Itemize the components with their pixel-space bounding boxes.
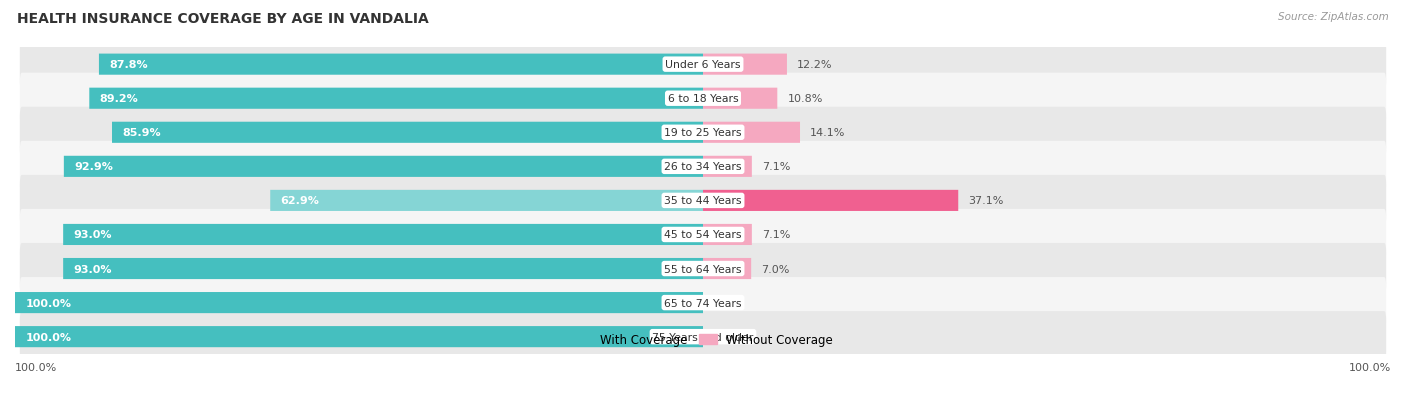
Text: 26 to 34 Years: 26 to 34 Years <box>664 162 742 172</box>
FancyBboxPatch shape <box>703 122 800 143</box>
FancyBboxPatch shape <box>20 74 1386 124</box>
Text: 35 to 44 Years: 35 to 44 Years <box>664 196 742 206</box>
Text: 12.2%: 12.2% <box>797 60 832 70</box>
Text: Under 6 Years: Under 6 Years <box>665 60 741 70</box>
Legend: With Coverage, Without Coverage: With Coverage, Without Coverage <box>568 329 838 351</box>
Text: 65 to 74 Years: 65 to 74 Years <box>664 298 742 308</box>
Text: 85.9%: 85.9% <box>122 128 160 138</box>
Text: 55 to 64 Years: 55 to 64 Years <box>664 264 742 274</box>
FancyBboxPatch shape <box>63 259 703 280</box>
Text: 45 to 54 Years: 45 to 54 Years <box>664 230 742 240</box>
Text: 100.0%: 100.0% <box>1348 363 1391 373</box>
Text: 6 to 18 Years: 6 to 18 Years <box>668 94 738 104</box>
FancyBboxPatch shape <box>98 55 703 76</box>
Text: 75 Years and older: 75 Years and older <box>652 332 754 342</box>
Text: 10.8%: 10.8% <box>787 94 823 104</box>
FancyBboxPatch shape <box>20 40 1386 90</box>
FancyBboxPatch shape <box>15 292 703 313</box>
Text: 7.1%: 7.1% <box>762 230 790 240</box>
FancyBboxPatch shape <box>270 190 703 211</box>
FancyBboxPatch shape <box>63 157 703 178</box>
Text: 14.1%: 14.1% <box>810 128 845 138</box>
FancyBboxPatch shape <box>703 157 752 178</box>
Text: 7.0%: 7.0% <box>762 264 790 274</box>
Text: Source: ZipAtlas.com: Source: ZipAtlas.com <box>1278 12 1389 22</box>
Text: 92.9%: 92.9% <box>75 162 112 172</box>
FancyBboxPatch shape <box>703 259 751 280</box>
Text: 62.9%: 62.9% <box>281 196 319 206</box>
FancyBboxPatch shape <box>703 190 959 211</box>
Text: 87.8%: 87.8% <box>110 60 148 70</box>
Text: HEALTH INSURANCE COVERAGE BY AGE IN VANDALIA: HEALTH INSURANCE COVERAGE BY AGE IN VAND… <box>17 12 429 26</box>
Text: 89.2%: 89.2% <box>100 94 138 104</box>
FancyBboxPatch shape <box>703 224 752 245</box>
FancyBboxPatch shape <box>20 176 1386 226</box>
FancyBboxPatch shape <box>703 88 778 109</box>
Text: 7.1%: 7.1% <box>762 162 790 172</box>
FancyBboxPatch shape <box>20 311 1386 362</box>
FancyBboxPatch shape <box>20 209 1386 260</box>
Text: 0.0%: 0.0% <box>713 298 741 308</box>
Text: 0.0%: 0.0% <box>713 332 741 342</box>
FancyBboxPatch shape <box>63 224 703 245</box>
FancyBboxPatch shape <box>703 55 787 76</box>
Text: 19 to 25 Years: 19 to 25 Years <box>664 128 742 138</box>
FancyBboxPatch shape <box>20 243 1386 294</box>
FancyBboxPatch shape <box>90 88 703 109</box>
FancyBboxPatch shape <box>112 122 703 143</box>
Text: 100.0%: 100.0% <box>15 363 58 373</box>
Text: 93.0%: 93.0% <box>73 230 112 240</box>
Text: 93.0%: 93.0% <box>73 264 112 274</box>
FancyBboxPatch shape <box>20 107 1386 159</box>
Text: 37.1%: 37.1% <box>969 196 1004 206</box>
FancyBboxPatch shape <box>15 326 703 347</box>
Text: 100.0%: 100.0% <box>25 298 72 308</box>
FancyBboxPatch shape <box>20 278 1386 328</box>
FancyBboxPatch shape <box>20 141 1386 192</box>
Text: 100.0%: 100.0% <box>25 332 72 342</box>
